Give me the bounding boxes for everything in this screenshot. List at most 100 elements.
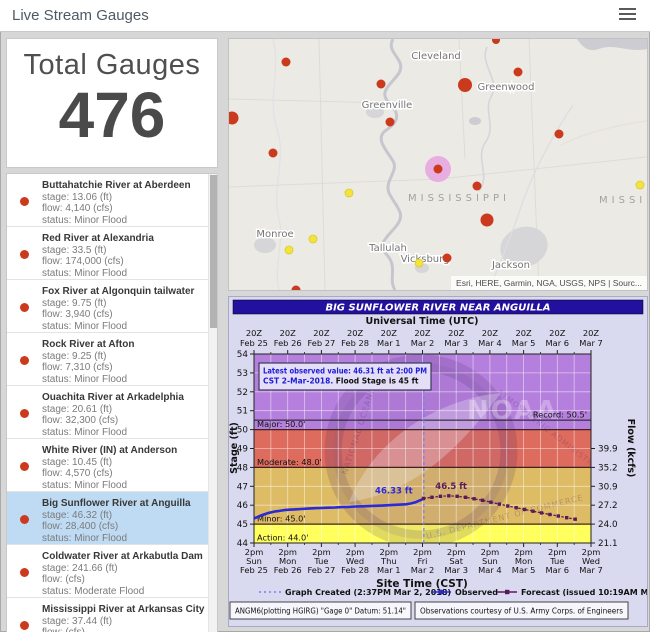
stage-tick-label: 48 <box>237 463 248 473</box>
gauge-stage: stage: 13.06 (ft) <box>42 191 113 203</box>
forecast-point <box>472 497 476 501</box>
gauge-status-dot <box>20 250 29 259</box>
gauge-marker-red[interactable] <box>458 78 472 92</box>
flow-tick-label: 24.0 <box>598 520 618 530</box>
gauge-marker-red[interactable] <box>229 111 239 125</box>
gauge-marker-yellow[interactable] <box>344 188 354 198</box>
flood-zone-label: Action: 44.0' <box>257 533 308 543</box>
gauge-marker-yellow[interactable] <box>635 180 645 190</box>
bottom-tick-time: 2pm <box>346 547 365 557</box>
bottom-tick-date: Feb 27 <box>307 565 335 575</box>
gauge-marker-yellow[interactable] <box>414 258 424 268</box>
map-city-label: Tallulah <box>368 243 407 254</box>
gauge-list-item[interactable]: Rock River at Afton stage: 9.25 (ft) flo… <box>7 333 210 386</box>
flood-zone-label: Major: 50.0' <box>257 419 305 429</box>
gauge-status: status: Minor Flood <box>42 479 128 491</box>
bottom-tick-time: 2pm <box>514 547 533 557</box>
forecast-point <box>438 494 443 498</box>
gauge-marker-red[interactable] <box>281 57 291 67</box>
gauge-marker-yellow[interactable] <box>284 245 294 255</box>
observed-end-label: 46.33 ft <box>375 486 413 496</box>
bottom-tick-time: 2pm <box>312 547 331 557</box>
forecast-point <box>565 516 569 520</box>
top-tick-date: Feb 25 <box>240 338 268 348</box>
gauge-marker-red[interactable] <box>385 117 395 127</box>
top-tick-hour: 20Z <box>583 328 600 338</box>
map-city-label: Monroe <box>256 229 293 240</box>
total-gauges-label: Total Gauges <box>23 49 201 81</box>
gauge-status-dot <box>20 303 29 312</box>
gauge-marker-red[interactable] <box>480 213 494 227</box>
top-tick-date: Feb 26 <box>274 338 302 348</box>
total-gauges-panel: Total Gauges 476 <box>6 38 218 168</box>
gauge-flow: flow: (cfs) <box>42 627 206 632</box>
top-tick-date: Mar 7 <box>579 338 603 348</box>
gauge-marker-red[interactable] <box>513 67 523 77</box>
gauge-flow: flow: 32,300 (cfs) <box>42 415 119 426</box>
top-tick-hour: 20Z <box>448 328 465 338</box>
hamburger-menu-icon[interactable] <box>619 8 637 23</box>
gauge-list-item[interactable]: Coldwater River at Arkabutla Dam stage: … <box>7 545 210 598</box>
gauge-flow: flow: 7,310 (cfs) <box>42 362 113 373</box>
app-header: Live Stream Gauges <box>0 0 650 32</box>
gauge-list-item[interactable]: Red River at Alexandria stage: 33.5 (ft)… <box>7 227 210 280</box>
gauge-status-dot <box>20 621 29 630</box>
bottom-tick-time: 2pm <box>548 547 567 557</box>
gauge-name: Mississippi River at Arkansas City <box>42 604 205 615</box>
top-tick-hour: 20Z <box>280 328 297 338</box>
forecast-point <box>489 500 493 504</box>
top-tick-hour: 20Z <box>482 328 499 338</box>
gauge-marker-red[interactable] <box>554 129 564 139</box>
map-canvas[interactable]: MISSISSIPPI MISSISS Cleveland Greenwood Gree… <box>229 39 647 290</box>
bottom-tick-date: Mar 1 <box>377 565 401 575</box>
stage-tick-label: 45 <box>237 520 248 530</box>
gauge-flow: flow: 4,570 (cfs) <box>42 468 113 479</box>
flow-tick-label: 35.2 <box>598 463 618 473</box>
gauge-list-item[interactable]: Big Sunflower River at Anguilla stage: 4… <box>7 492 210 545</box>
bottom-tick-date: Mar 4 <box>478 565 502 575</box>
menu-bar <box>619 18 636 20</box>
top-tick-hour: 20Z <box>414 328 431 338</box>
gauge-stage: stage: 20.61 (ft) <box>42 403 113 415</box>
gauge-list-item[interactable]: Mississippi River at Arkansas City stage… <box>7 598 210 632</box>
map-boundaries <box>229 39 647 290</box>
bottom-tick-dow: Sun <box>482 556 498 566</box>
gauge-name: Fox River at Algonquin tailwater <box>42 286 195 297</box>
gauge-status: status: Moderate Flood <box>42 585 145 597</box>
forecast-point <box>455 494 459 498</box>
gauge-name: Rock River at Afton <box>42 339 135 350</box>
map-city-label: Greenville <box>362 100 413 111</box>
flood-zone-label: Moderate: 48.0' <box>257 457 322 467</box>
forecast-point <box>531 509 535 513</box>
gauge-marker-red[interactable] <box>492 39 500 44</box>
gauge-status-dot <box>20 568 29 577</box>
gauge-list-item[interactable]: Buttahatchie River at Aberdeen stage: 13… <box>7 174 210 227</box>
latest-observed-line2: CST 2-Mar-2018. Flood Stage is 45 ft <box>263 377 419 386</box>
bottom-tick-dow: Mon <box>515 556 533 566</box>
gauge-marker-red[interactable] <box>472 181 482 191</box>
gauge-marker-red[interactable] <box>268 148 278 158</box>
gauge-list-item[interactable]: White River (IN) at Anderson stage: 10.4… <box>7 439 210 492</box>
observed-series <box>253 498 423 520</box>
gauge-marker-selected[interactable] <box>433 164 443 174</box>
gauge-marker-yellow[interactable] <box>308 234 318 244</box>
bottom-tick-dow: Tue <box>549 556 564 566</box>
bottom-tick-dow: Wed <box>582 556 600 566</box>
list-scrollbar-track[interactable] <box>208 174 217 632</box>
forecast-point <box>522 507 527 512</box>
list-scrollbar-thumb[interactable] <box>210 175 217 328</box>
gauge-marker-red[interactable] <box>442 253 452 263</box>
gauge-marker-red[interactable] <box>376 79 386 89</box>
gauge-list-item[interactable]: Ouachita River at Arkadelphia stage: 20.… <box>7 386 210 439</box>
bottom-tick-time: 2pm <box>245 547 264 557</box>
gauge-list-item[interactable]: Fox River at Algonquin tailwater stage: … <box>7 280 210 333</box>
legend-forecast: Forecast (issued 10:19AM Mar 2) <box>521 588 647 597</box>
forecast-point <box>514 506 518 510</box>
gauge-stage: stage: 33.5 (ft) <box>42 244 107 256</box>
top-tick-hour: 20Z <box>549 328 566 338</box>
gauge-marker-red[interactable] <box>291 285 301 291</box>
map-city-label: Jackson <box>491 260 530 271</box>
top-tick-hour: 20Z <box>246 328 263 338</box>
top-tick-date: Mar 6 <box>546 338 570 348</box>
top-tick-hour: 20Z <box>313 328 330 338</box>
